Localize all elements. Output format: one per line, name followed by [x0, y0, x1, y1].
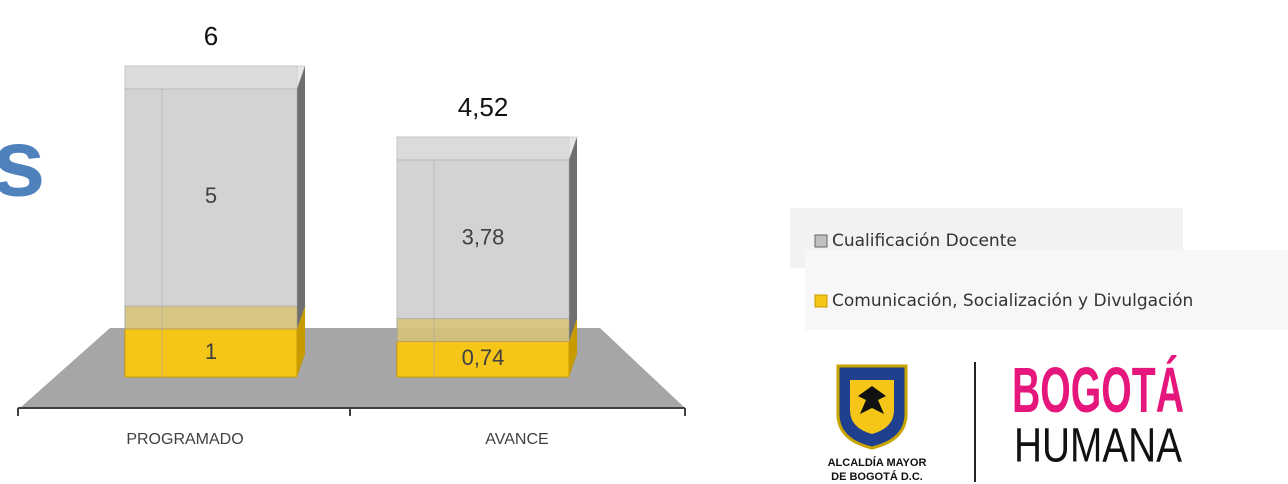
eagle	[858, 386, 886, 414]
bar-side	[569, 137, 577, 342]
brand-text: BOGOTÁ	[1012, 354, 1184, 426]
data-label: 0,74	[462, 345, 505, 370]
bar-top	[396, 136, 578, 161]
brand-text: HUMANA	[1014, 420, 1182, 473]
logo: ALCALDÍA MAYOR DE BOGOTÁ D.C. BOGOTÁ HUM…	[828, 354, 1184, 483]
total-label: 4,52	[458, 92, 509, 122]
bar-top	[124, 65, 306, 90]
bar-front	[396, 340, 570, 378]
floor	[20, 328, 685, 408]
bar-front	[124, 328, 298, 378]
data-label: 3,78	[462, 225, 505, 250]
legend-box	[805, 250, 1288, 330]
bar-side	[297, 66, 305, 329]
data-label: 5	[205, 183, 217, 208]
bar-front	[124, 88, 298, 330]
logo-text: ALCALDÍA MAYOR	[828, 456, 927, 469]
x-tick-label: AVANCE	[485, 431, 548, 448]
bar-segment	[124, 65, 306, 330]
bar-side	[569, 318, 577, 377]
legend-label: Comunicación, Socialización y Divulgació…	[832, 291, 1193, 311]
bar-side	[297, 306, 305, 377]
legend-label: Cualificación Docente	[832, 231, 1017, 251]
total-label: 6	[204, 21, 218, 51]
x-tick-label: PROGRAMADO	[126, 431, 243, 448]
bar-front	[396, 159, 570, 342]
legend-swatch	[814, 294, 828, 308]
bar-segment	[396, 136, 578, 342]
data-label: 1	[205, 339, 217, 364]
legend-swatch	[814, 234, 828, 248]
title-fragment: s	[0, 109, 45, 216]
logo-text: DE BOGOTÁ D.C.	[831, 470, 923, 483]
legend	[790, 208, 1288, 330]
